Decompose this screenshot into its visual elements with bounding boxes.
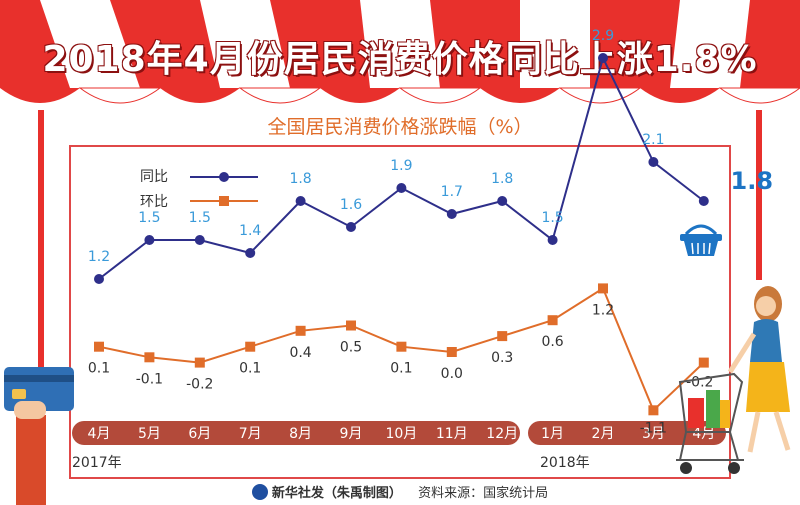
year-label-2017: 2017年: [72, 455, 122, 471]
data-label-yoy: 1.8: [491, 171, 513, 187]
data-label-yoy: 1.5: [189, 210, 211, 226]
left-pole: [38, 110, 44, 440]
x-tick-label: 8月: [289, 426, 312, 442]
point-yoy: [396, 183, 407, 193]
basket-icon: [680, 224, 722, 256]
point-mom: [346, 320, 356, 331]
x-tick-label: 1月: [541, 426, 564, 442]
point-yoy: [295, 196, 306, 206]
x-tick-label: 4月: [88, 426, 111, 442]
data-label-yoy: 1.8: [289, 171, 311, 187]
data-label-yoy: 2.9: [592, 28, 614, 44]
data-label-mom: 0.0: [441, 366, 463, 382]
data-label-yoy: 1.5: [541, 210, 563, 226]
x-tick-label: 10月: [385, 426, 417, 442]
legend-label-yoy: 同比: [140, 169, 168, 185]
page-title: 2018年4月份居民消费价格同比上涨1.8%: [42, 39, 758, 80]
data-label-yoy: 1.4: [239, 223, 261, 239]
data-label-yoy: 1.9: [390, 158, 412, 174]
shopper-with-cart-icon: [676, 286, 791, 474]
data-label-mom: 0.6: [541, 334, 563, 350]
data-label-mom: -0.1: [136, 371, 163, 387]
point-mom: [648, 405, 659, 416]
data-label-yoy: 1.2: [88, 249, 110, 265]
data-label-mom: 1.2: [592, 302, 614, 318]
x-tick-label: 11月: [436, 426, 468, 442]
data-label-mom: -1.1: [640, 420, 667, 436]
x-tick-label: 2月: [592, 426, 615, 442]
awning-decoration: [0, 0, 800, 104]
point-mom: [144, 352, 155, 363]
data-label-mom: 0.4: [289, 345, 311, 361]
point-yoy: [698, 196, 709, 206]
point-mom: [598, 283, 608, 294]
point-yoy: [144, 235, 155, 245]
x-tick-label: 7月: [239, 426, 262, 442]
point-yoy: [346, 222, 356, 232]
chart-frame: [69, 145, 731, 479]
footer: 新华社发（朱禹制图） 资料来源：国家统计局: [0, 482, 800, 501]
point-mom: [446, 347, 457, 357]
chart-subtitle: 全国居民消费价格涨跌幅（%）: [267, 116, 533, 138]
credit-card-hand-icon: [4, 367, 74, 505]
point-yoy: [547, 235, 558, 245]
data-source: 资料来源：国家统计局: [418, 486, 549, 501]
month-bar-2018: [528, 421, 726, 445]
data-label-yoy: 1.8: [731, 167, 774, 195]
right-pole: [756, 110, 762, 280]
point-yoy: [598, 53, 608, 63]
point-mom: [396, 341, 407, 352]
data-label-mom: 0.5: [340, 340, 362, 356]
legend-marker-mom: [219, 196, 229, 206]
point-yoy: [446, 209, 457, 219]
data-label-mom: -0.2: [186, 377, 213, 393]
point-mom: [194, 357, 205, 368]
x-tick-label: 4月: [692, 426, 715, 442]
x-tick-label: 9月: [340, 426, 363, 442]
x-tick-label: 12月: [486, 426, 518, 442]
data-label-mom: 0.1: [390, 361, 412, 377]
data-label-yoy: 2.1: [642, 132, 664, 148]
data-label-yoy: 1.6: [340, 197, 362, 213]
point-mom: [497, 331, 508, 342]
legend-marker-yoy: [219, 172, 229, 182]
data-label-mom: 0.3: [491, 350, 513, 366]
legend-label-mom: 环比: [140, 194, 168, 210]
point-mom: [547, 315, 558, 326]
x-tick-label: 6月: [188, 426, 211, 442]
point-mom: [698, 357, 709, 368]
month-bar-2017: [72, 421, 520, 445]
data-label-mom: 0.1: [88, 361, 110, 377]
point-mom: [295, 325, 306, 336]
data-label-yoy: 1.7: [441, 184, 463, 200]
year-label-2018: 2018年: [540, 455, 590, 471]
point-yoy: [497, 196, 508, 206]
point-yoy: [194, 235, 205, 245]
plot-area: 4月 5月 6月 7月 8月 9月 10月 11月 12月 1月 2月 3月 4月 1.2 1.5 1.5 1.…: [88, 28, 774, 442]
legend: 同比 环比: [140, 169, 258, 210]
point-mom: [94, 341, 104, 352]
point-yoy: [94, 274, 104, 284]
x-tick-label: 3月: [642, 426, 665, 442]
data-label-yoy: 1.5: [138, 210, 160, 226]
point-yoy: [648, 157, 659, 167]
xinhua-logo-icon: [251, 484, 268, 500]
agency-credit: 新华社发（朱禹制图）: [251, 484, 402, 501]
point-mom: [245, 341, 256, 352]
point-yoy: [245, 248, 256, 258]
x-tick-label: 5月: [138, 426, 161, 442]
data-label-mom: 0.1: [239, 361, 261, 377]
